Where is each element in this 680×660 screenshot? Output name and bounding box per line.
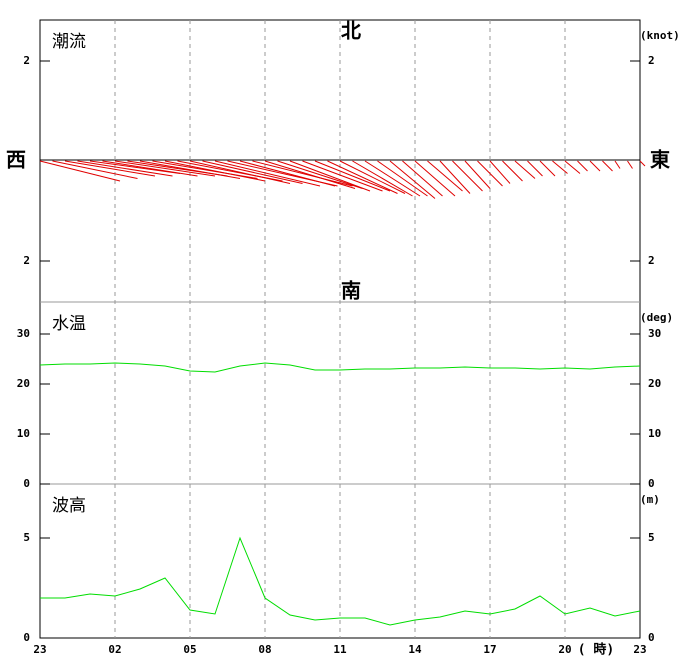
data-line <box>40 536 641 626</box>
y-tick-label: 20 <box>17 377 30 390</box>
panel-title: 波高 <box>52 496 86 516</box>
current-vector <box>239 160 336 187</box>
current-vector <box>277 160 363 189</box>
current-vector <box>202 160 303 184</box>
compass-south: 南 <box>341 279 361 303</box>
current-vector <box>552 160 568 174</box>
current-vector <box>77 160 173 177</box>
current-vector <box>464 160 491 189</box>
current-vector <box>514 160 536 179</box>
x-tick-label: 14 <box>408 643 422 656</box>
current-vector <box>289 160 371 192</box>
current-vector <box>389 160 436 199</box>
frame <box>39 19 641 639</box>
current-vector <box>64 160 156 177</box>
current-vector <box>589 160 601 172</box>
x-tick-label: 23 <box>633 643 646 656</box>
y-tick-label: 30 <box>17 327 30 340</box>
current-vector <box>477 160 503 187</box>
y-tick-label: 0 <box>648 631 655 644</box>
current-vector <box>364 160 421 197</box>
current-vector <box>252 160 353 187</box>
current-vector <box>639 160 646 167</box>
unit-label: (m) <box>640 493 660 506</box>
unit-label: (deg) <box>640 311 673 324</box>
x-tick-label: 17 <box>483 643 496 656</box>
current-vector <box>439 160 471 194</box>
current-vector <box>427 160 463 192</box>
y-tick-label: 2 <box>648 254 655 267</box>
compass-west: 西 <box>6 148 26 172</box>
x-tick-label: 02 <box>108 643 121 656</box>
current-vector <box>627 160 633 169</box>
y-tick-label: 5 <box>648 531 655 544</box>
current-vector <box>564 160 581 174</box>
data-line <box>39 362 641 373</box>
y-tick-label: 2 <box>23 254 30 267</box>
compass-east: 東 <box>650 148 670 172</box>
current-vector <box>214 160 321 187</box>
y-tick-label: 5 <box>23 531 30 544</box>
x-axis-label: ( 時) <box>578 642 614 658</box>
unit-label: (knot) <box>640 29 680 42</box>
current-vector <box>577 160 588 172</box>
compass-north: 北 <box>341 19 361 43</box>
current-vector <box>352 160 413 197</box>
current-vector <box>414 160 456 197</box>
current-vector <box>39 160 121 182</box>
y-tick-label: 0 <box>23 477 30 490</box>
x-tick-label: 05 <box>183 643 196 656</box>
x-tick-label: 23 <box>33 643 46 656</box>
y-tick-label: 0 <box>23 631 30 644</box>
current-vector <box>402 160 443 197</box>
current-vector <box>602 160 613 172</box>
y-tick-label: 0 <box>648 477 655 490</box>
current-vector <box>502 160 523 182</box>
current-vector <box>314 160 391 192</box>
current-vector <box>527 160 543 177</box>
y-tick-label: 30 <box>648 327 661 340</box>
current-vector <box>264 160 356 189</box>
current-vector <box>377 160 428 197</box>
current-vector <box>539 160 556 177</box>
panel-title: 水温 <box>52 314 86 334</box>
current-vector <box>339 160 406 194</box>
current-vector <box>52 160 138 179</box>
x-tick-label: 20 <box>558 643 571 656</box>
y-tick-label: 2 <box>648 54 655 67</box>
y-tick-label: 2 <box>23 54 30 67</box>
current-vector <box>327 160 398 194</box>
current-vector <box>164 160 266 182</box>
current-vector <box>139 160 241 179</box>
current-vector <box>452 160 483 192</box>
current-vector <box>89 160 181 174</box>
current-vector <box>102 160 198 177</box>
panel-title: 潮流 <box>52 32 86 52</box>
x-tick-label: 08 <box>258 643 271 656</box>
y-tick-label: 10 <box>17 427 30 440</box>
current-vector <box>302 160 383 192</box>
y-tick-label: 10 <box>648 427 661 440</box>
current-vector <box>114 160 216 177</box>
current-vector <box>614 160 621 169</box>
current-vector <box>189 160 291 184</box>
current-vector <box>489 160 511 184</box>
x-tick-label: 11 <box>333 643 347 656</box>
y-tick-label: 20 <box>648 377 661 390</box>
